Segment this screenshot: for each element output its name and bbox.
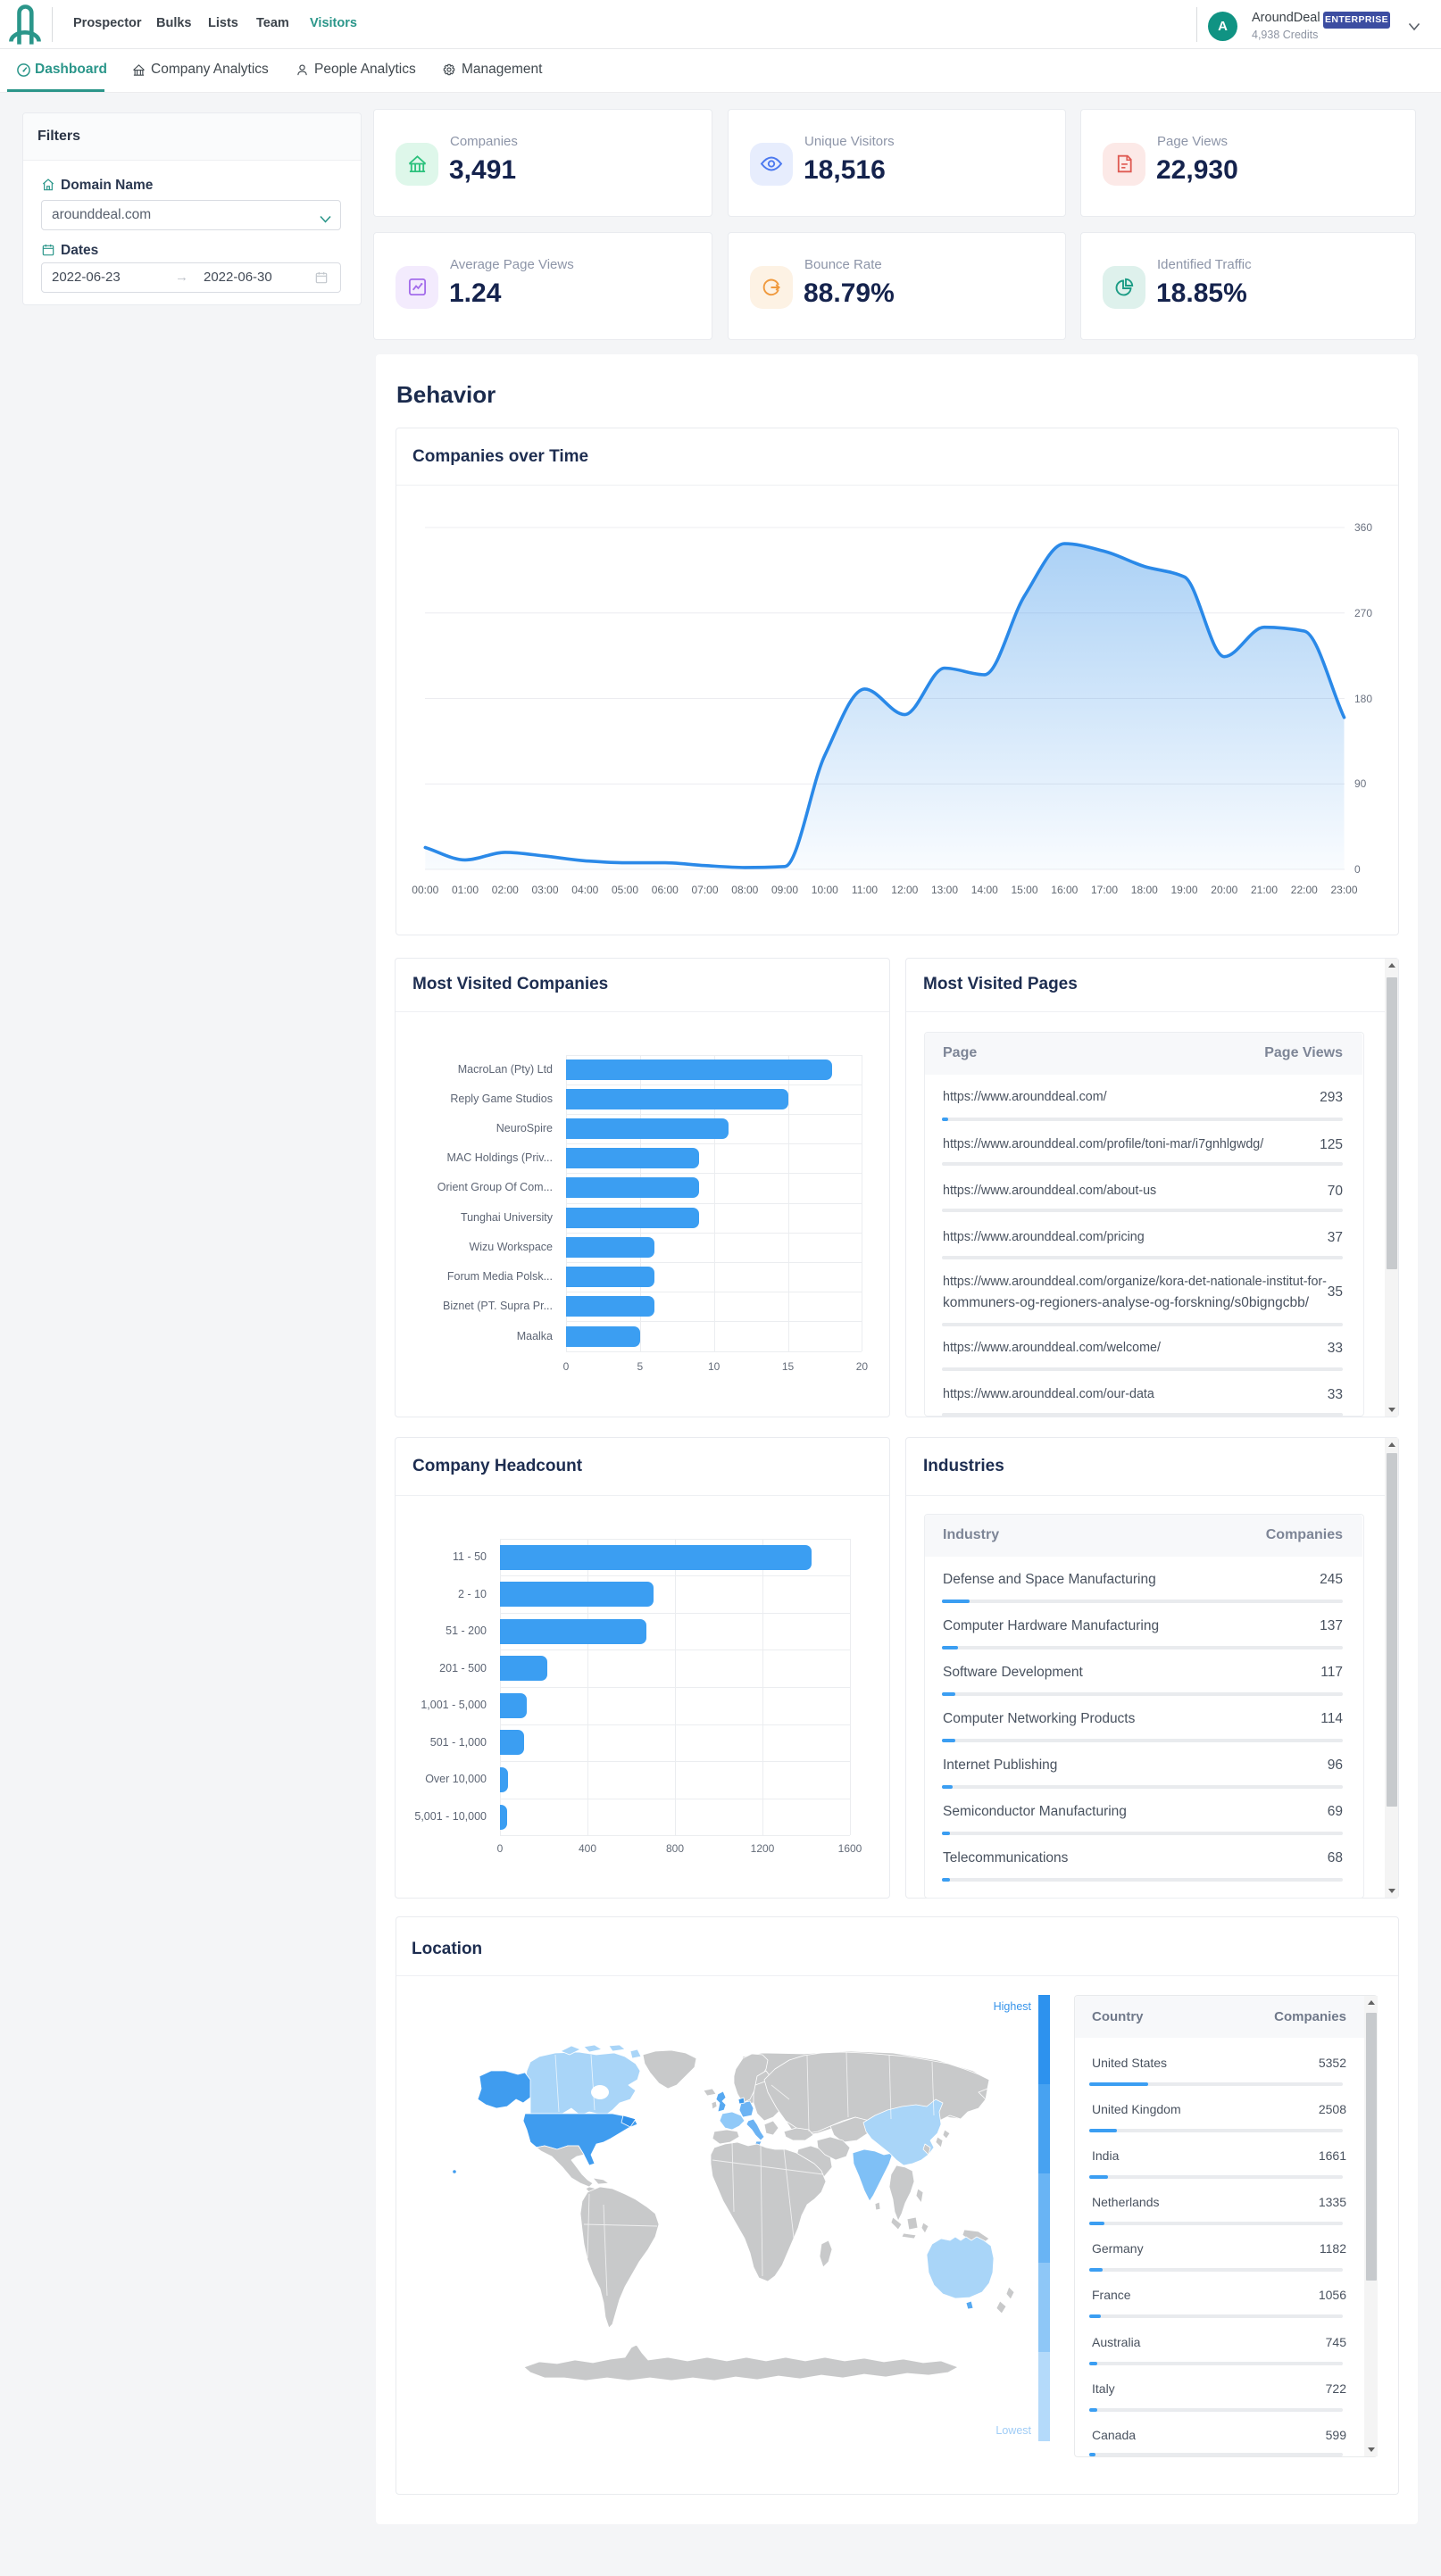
svg-text:18:00: 18:00: [1131, 884, 1158, 896]
svg-text:13:00: 13:00: [931, 884, 958, 896]
svg-text:08:00: 08:00: [731, 884, 758, 896]
svg-text:12:00: 12:00: [891, 884, 918, 896]
svg-text:270: 270: [1354, 607, 1372, 619]
svg-text:09:00: 09:00: [771, 884, 798, 896]
svg-text:03:00: 03:00: [531, 884, 558, 896]
svg-text:15:00: 15:00: [1011, 884, 1037, 896]
svg-text:180: 180: [1354, 693, 1372, 705]
svg-text:21:00: 21:00: [1251, 884, 1278, 896]
svg-text:16:00: 16:00: [1051, 884, 1078, 896]
svg-text:22:00: 22:00: [1291, 884, 1318, 896]
svg-text:10:00: 10:00: [812, 884, 838, 896]
svg-text:06:00: 06:00: [652, 884, 679, 896]
svg-text:07:00: 07:00: [691, 884, 718, 896]
svg-text:02:00: 02:00: [492, 884, 519, 896]
svg-text:90: 90: [1354, 777, 1367, 790]
svg-text:00:00: 00:00: [412, 884, 438, 896]
svg-text:05:00: 05:00: [612, 884, 638, 896]
svg-text:01:00: 01:00: [452, 884, 479, 896]
svg-text:19:00: 19:00: [1170, 884, 1197, 896]
svg-text:04:00: 04:00: [571, 884, 598, 896]
svg-text:17:00: 17:00: [1091, 884, 1118, 896]
svg-text:360: 360: [1354, 521, 1372, 534]
svg-text:14:00: 14:00: [971, 884, 998, 896]
svg-text:11:00: 11:00: [852, 884, 878, 896]
svg-text:23:00: 23:00: [1330, 884, 1357, 896]
svg-text:0: 0: [1354, 863, 1361, 876]
svg-text:20:00: 20:00: [1211, 884, 1237, 896]
